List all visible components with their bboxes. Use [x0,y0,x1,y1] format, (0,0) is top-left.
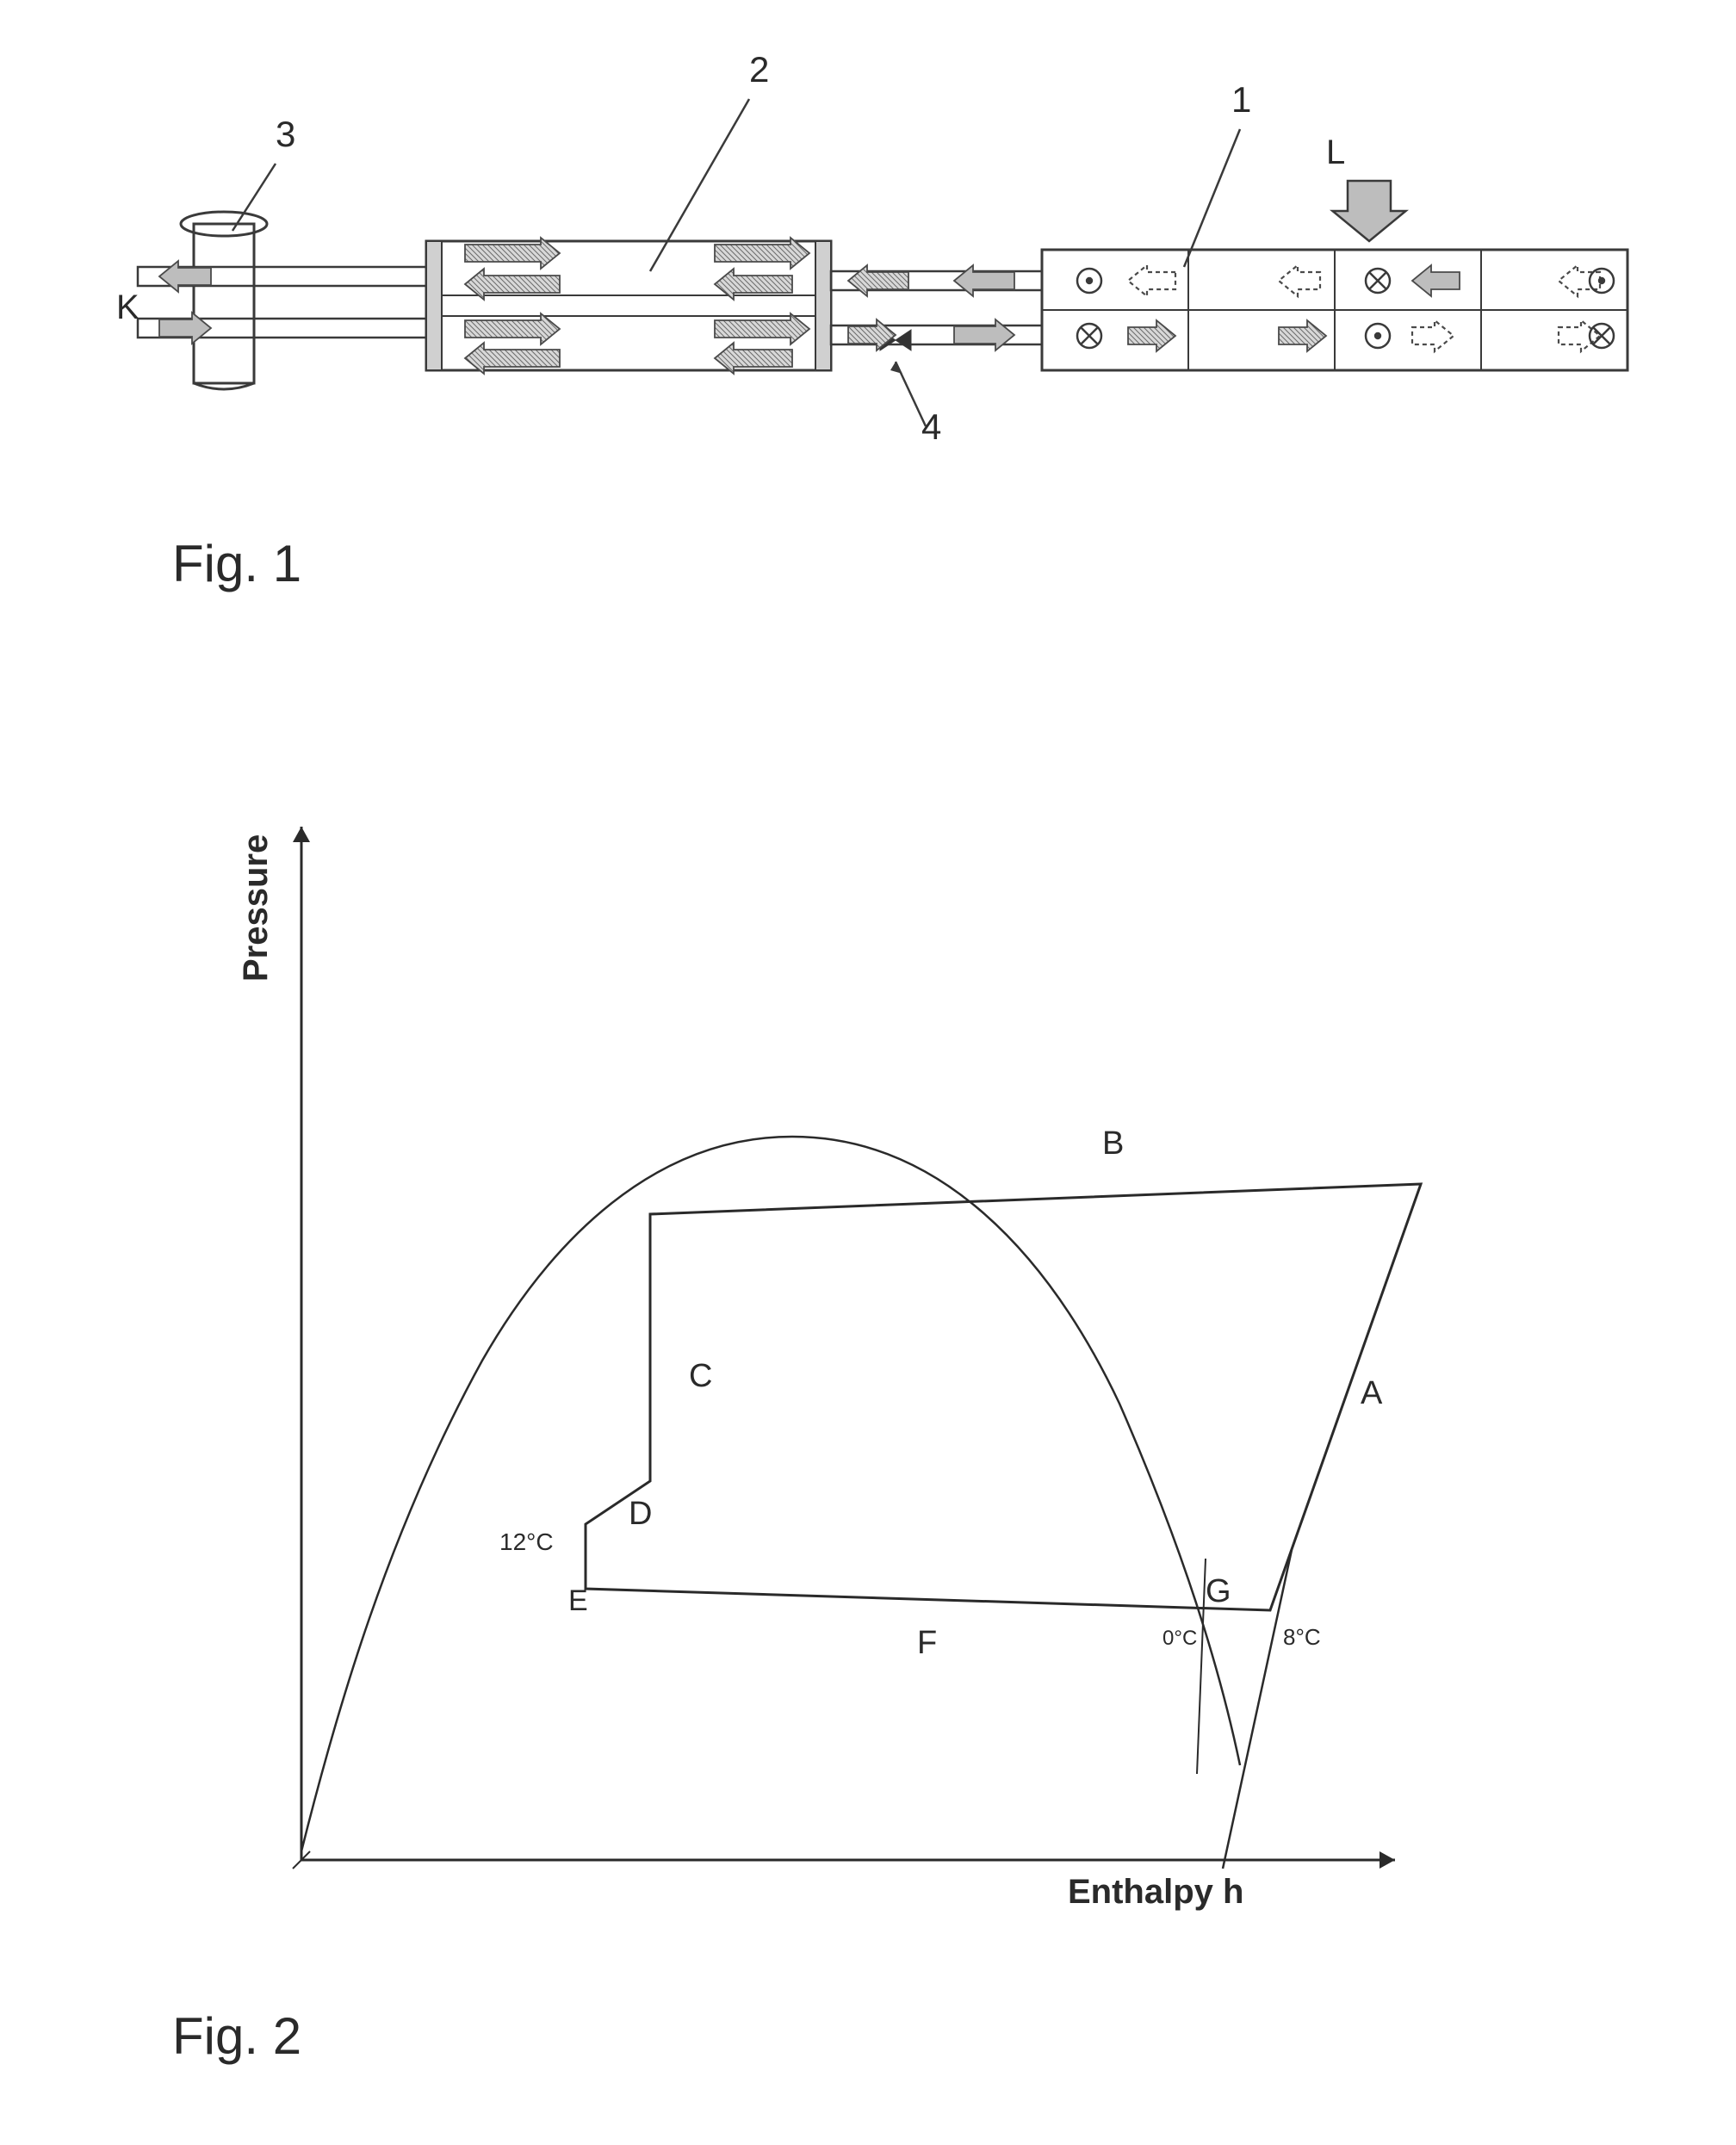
saturation-dome [301,1137,1240,1851]
fig1-caption: Fig. 1 [172,534,301,593]
temp-label: 12°C [499,1528,554,1555]
fig1-label-n4: 4 [921,406,941,447]
figure-1: K L 1 2 3 4 [116,49,1628,447]
flow-arrow [1128,320,1175,351]
flow-arrow [715,313,809,344]
cycle-point-F: F [917,1625,937,1661]
cycle-point-C: C [689,1358,712,1394]
cycle-point-A: A [1361,1375,1383,1411]
y-axis-label: Pressure [237,834,275,982]
temp-label: 0°C [1162,1627,1197,1650]
fig1-label-K: K [116,288,140,326]
diagram-canvas: K L 1 2 3 4 Enthalpy h Pressure A B C D E F G 12°C 0°C 8… [0,0,1736,2145]
cycle-point-B: B [1102,1125,1124,1162]
cycle-point-D: D [629,1496,652,1532]
flow-arrow [159,261,211,292]
cycle-path [586,1184,1421,1610]
flow-arrow [1279,320,1326,351]
flow-arrow [1279,265,1320,296]
fig2-caption: Fig. 2 [172,2006,301,2066]
flow-arrow [1559,265,1600,296]
flow-arrow [159,313,211,344]
x-axis-label: Enthalpy h [1068,1873,1243,1911]
fig1-label-n1: 1 [1231,79,1251,120]
fig1-label-n3: 3 [276,114,295,154]
flow-arrow [848,319,896,350]
flow-arrow [1412,320,1454,351]
flow-arrow [1559,320,1600,351]
flow-arrow [954,319,1014,350]
flow-arrow [954,265,1014,296]
fig1-label-n2: 2 [749,49,769,90]
figure-2: Enthalpy h Pressure A B C D E F G 12°C 0°C 8°C [237,827,1421,1911]
cycle-point-E: E [568,1584,588,1617]
flow-arrow [1128,265,1175,296]
flow-arrow [465,313,560,344]
cycle-point-G: G [1206,1573,1231,1609]
flow-arrow [848,265,908,296]
fig1-label-L: L [1326,133,1345,171]
flow-arrow [1412,265,1460,296]
page: Fig. 1 Fig. 2 K L 1 2 3 4 Enthalpy h Pressure A… [0,0,1736,2145]
temp-label: 8°C [1283,1624,1321,1650]
